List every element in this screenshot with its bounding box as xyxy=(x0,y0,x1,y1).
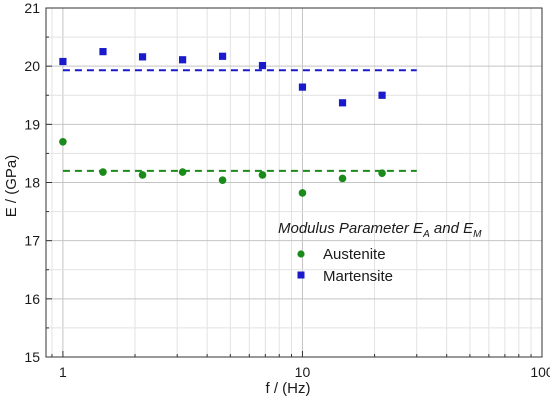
legend-label-martensite: Martensite xyxy=(323,268,393,285)
y-tick-label: 16 xyxy=(24,291,40,307)
x-tick-label: 100 xyxy=(530,364,550,380)
data-points xyxy=(59,48,386,197)
data-point-austenite xyxy=(138,171,147,179)
data-point-austenite xyxy=(178,168,187,176)
legend-marker-austenite xyxy=(297,250,305,258)
y-axis-title: E / (GPa) xyxy=(3,155,20,218)
data-point-martensite xyxy=(298,83,307,91)
data-point-austenite xyxy=(59,137,67,146)
y-tick-label: 17 xyxy=(24,233,40,249)
data-point-martensite xyxy=(218,52,227,60)
legend: Modulus Parameter EA and EM Austenite Ma… xyxy=(278,220,482,285)
tick-labels: 1 10 100 15 16 17 18 19 20 21 xyxy=(24,0,550,380)
y-tick-label: 18 xyxy=(24,175,40,191)
data-point-martensite xyxy=(138,53,147,61)
legend-label-austenite: Austenite xyxy=(323,246,386,263)
data-point-martensite xyxy=(59,57,67,66)
y-axis-title-rest: / (GPa) xyxy=(3,155,20,208)
data-point-martensite xyxy=(258,61,267,70)
y-tick-label: 15 xyxy=(24,349,40,365)
mean-lines xyxy=(62,69,417,172)
x-tick-label: 1 xyxy=(59,364,67,380)
x-axis-title: f / (Hz) xyxy=(266,380,311,397)
data-point-austenite xyxy=(99,168,107,176)
data-point-martensite xyxy=(338,99,347,107)
legend-title-sub-m: M xyxy=(473,229,482,240)
data-point-austenite xyxy=(378,169,386,177)
y-tick-label: 20 xyxy=(24,58,40,74)
legend-title-sub-a: A xyxy=(422,229,430,240)
grid xyxy=(46,7,543,358)
data-point-austenite xyxy=(338,174,347,183)
y-tick-label: 21 xyxy=(24,0,40,16)
legend-title-main: Modulus Parameter E xyxy=(278,220,424,237)
legend-title-mid: and E xyxy=(430,220,474,237)
legend-marker-martensite xyxy=(297,271,305,279)
data-point-martensite xyxy=(378,91,386,99)
plot-frame xyxy=(45,7,543,358)
x-tick-label: 10 xyxy=(295,364,311,380)
data-point-austenite xyxy=(218,176,227,184)
y-tick-label: 19 xyxy=(24,116,40,132)
legend-title: Modulus Parameter EA and EM xyxy=(278,220,482,240)
y-axis-title-main: E xyxy=(3,207,20,217)
data-point-austenite xyxy=(258,171,267,179)
data-point-martensite xyxy=(179,56,187,64)
data-point-martensite xyxy=(99,48,107,56)
data-point-austenite xyxy=(298,189,307,197)
